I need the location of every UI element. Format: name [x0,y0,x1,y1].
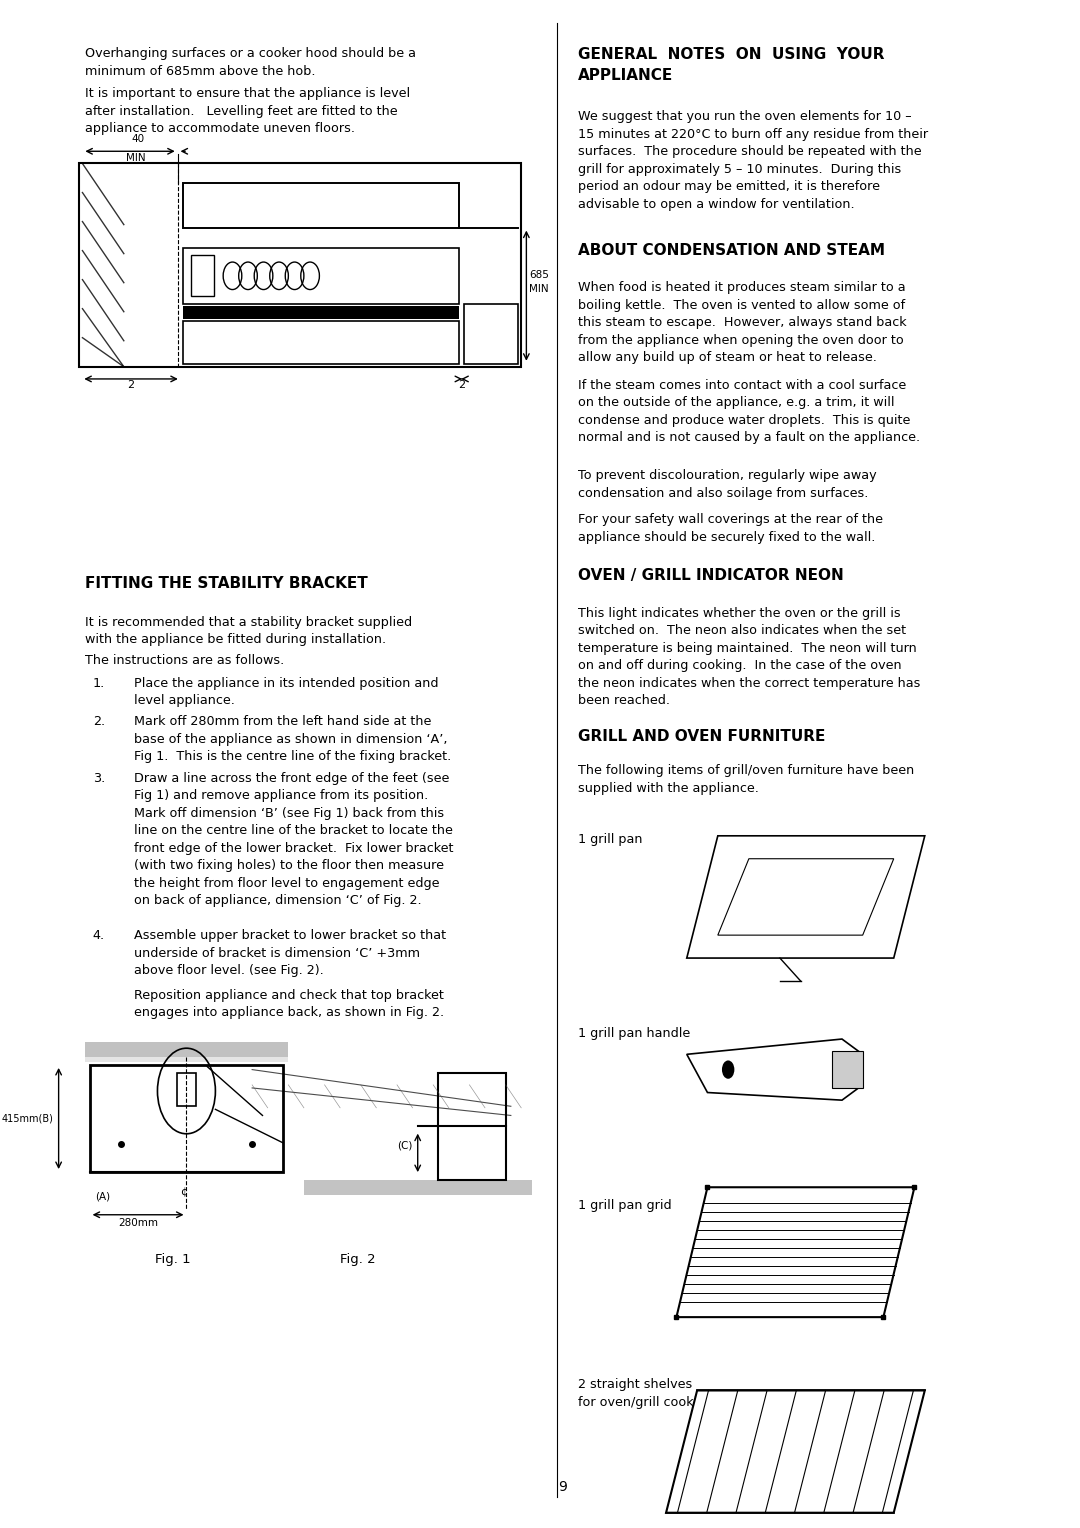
Text: 1 grill pan handle: 1 grill pan handle [578,1027,690,1041]
Text: 9: 9 [558,1481,567,1494]
Text: 1 grill pan: 1 grill pan [578,833,643,847]
Text: It is recommended that a stability bracket supplied
with the appliance be fitted: It is recommended that a stability brack… [84,616,411,646]
Text: 685
MIN: 685 MIN [529,270,550,293]
Polygon shape [687,836,924,958]
Text: ABOUT CONDENSATION AND STEAM: ABOUT CONDENSATION AND STEAM [578,243,886,258]
Text: OVEN / GRILL INDICATOR NEON: OVEN / GRILL INDICATOR NEON [578,568,843,584]
Bar [79,163,522,367]
Text: 2.: 2. [93,715,105,729]
Bar [438,1073,505,1180]
Bar [90,1065,283,1172]
Text: Draw a line across the front edge of the feet (see
Fig 1) and remove appliance f: Draw a line across the front edge of the… [134,772,454,908]
Text: The following items of grill/oven furniture have been
supplied with the applianc: The following items of grill/oven furnit… [578,764,915,795]
Bar [84,1042,288,1062]
Text: We suggest that you run the oven elements for 10 –
15 minutes at 220°C to burn o: We suggest that you run the oven element… [578,110,928,211]
Bar [84,1042,288,1057]
Polygon shape [687,1039,863,1100]
Text: 2: 2 [127,380,135,391]
Text: 1.: 1. [93,677,105,691]
Bar [177,1073,195,1106]
Polygon shape [666,1390,924,1513]
Bar [303,1180,531,1195]
Text: MIN: MIN [126,153,146,163]
Text: Fig. 2: Fig. 2 [340,1253,376,1267]
Bar [183,306,459,319]
Text: Overhanging surfaces or a cooker hood should be a
minimum of 685mm above the hob: Overhanging surfaces or a cooker hood sh… [84,47,416,78]
Text: Mark off 280mm from the left hand side at the
base of the appliance as shown in : Mark off 280mm from the left hand side a… [134,715,451,762]
Text: For your safety wall coverings at the rear of the
appliance should be securely f: For your safety wall coverings at the re… [578,513,883,544]
Text: Place the appliance in its intended position and
level appliance.: Place the appliance in its intended posi… [134,677,438,707]
Text: Reposition appliance and check that top bracket
engages into appliance back, as : Reposition appliance and check that top … [134,989,444,1019]
Circle shape [721,1060,734,1079]
Text: ¢: ¢ [180,1187,187,1198]
Bar [191,255,214,296]
Bar [183,248,459,304]
Text: GRILL AND OVEN FURNITURE: GRILL AND OVEN FURNITURE [578,729,825,744]
Text: 4.: 4. [93,929,105,943]
Text: (A): (A) [95,1192,110,1203]
Text: 415mm(B): 415mm(B) [1,1114,53,1123]
Text: 280mm: 280mm [118,1218,158,1229]
Text: If the steam comes into contact with a cool surface
on the outside of the applia: If the steam comes into contact with a c… [578,379,920,445]
Text: 40: 40 [132,133,145,144]
Polygon shape [676,1187,915,1317]
Text: Assemble upper bracket to lower bracket so that
underside of bracket is dimensio: Assemble upper bracket to lower bracket … [134,929,446,976]
Text: When food is heated it produces steam similar to a
boiling kettle.  The oven is : When food is heated it produces steam si… [578,281,907,364]
Text: Fig. 1: Fig. 1 [156,1253,191,1267]
Text: 3.: 3. [93,772,105,785]
Polygon shape [718,859,894,935]
Text: This light indicates whether the oven or the grill is
switched on.  The neon als: This light indicates whether the oven or… [578,607,920,707]
Text: It is important to ensure that the appliance is level
after installation.   Leve: It is important to ensure that the appli… [84,87,409,134]
Text: 2 straight shelves
for oven/grill cooking: 2 straight shelves for oven/grill cookin… [578,1378,714,1409]
Text: GENERAL  NOTES  ON  USING  YOUR
APPLIANCE: GENERAL NOTES ON USING YOUR APPLIANCE [578,47,885,83]
Bar [183,321,459,364]
Text: (C): (C) [397,1140,413,1151]
Text: 2: 2 [458,380,465,391]
Bar [183,183,459,228]
Text: The instructions are as follows.: The instructions are as follows. [84,654,284,668]
Bar [832,1051,863,1088]
Text: FITTING THE STABILITY BRACKET: FITTING THE STABILITY BRACKET [84,576,367,591]
Text: To prevent discolouration, regularly wipe away
condensation and also soilage fro: To prevent discolouration, regularly wip… [578,469,877,500]
Text: 1 grill pan grid: 1 grill pan grid [578,1199,672,1213]
Bar [464,304,518,364]
